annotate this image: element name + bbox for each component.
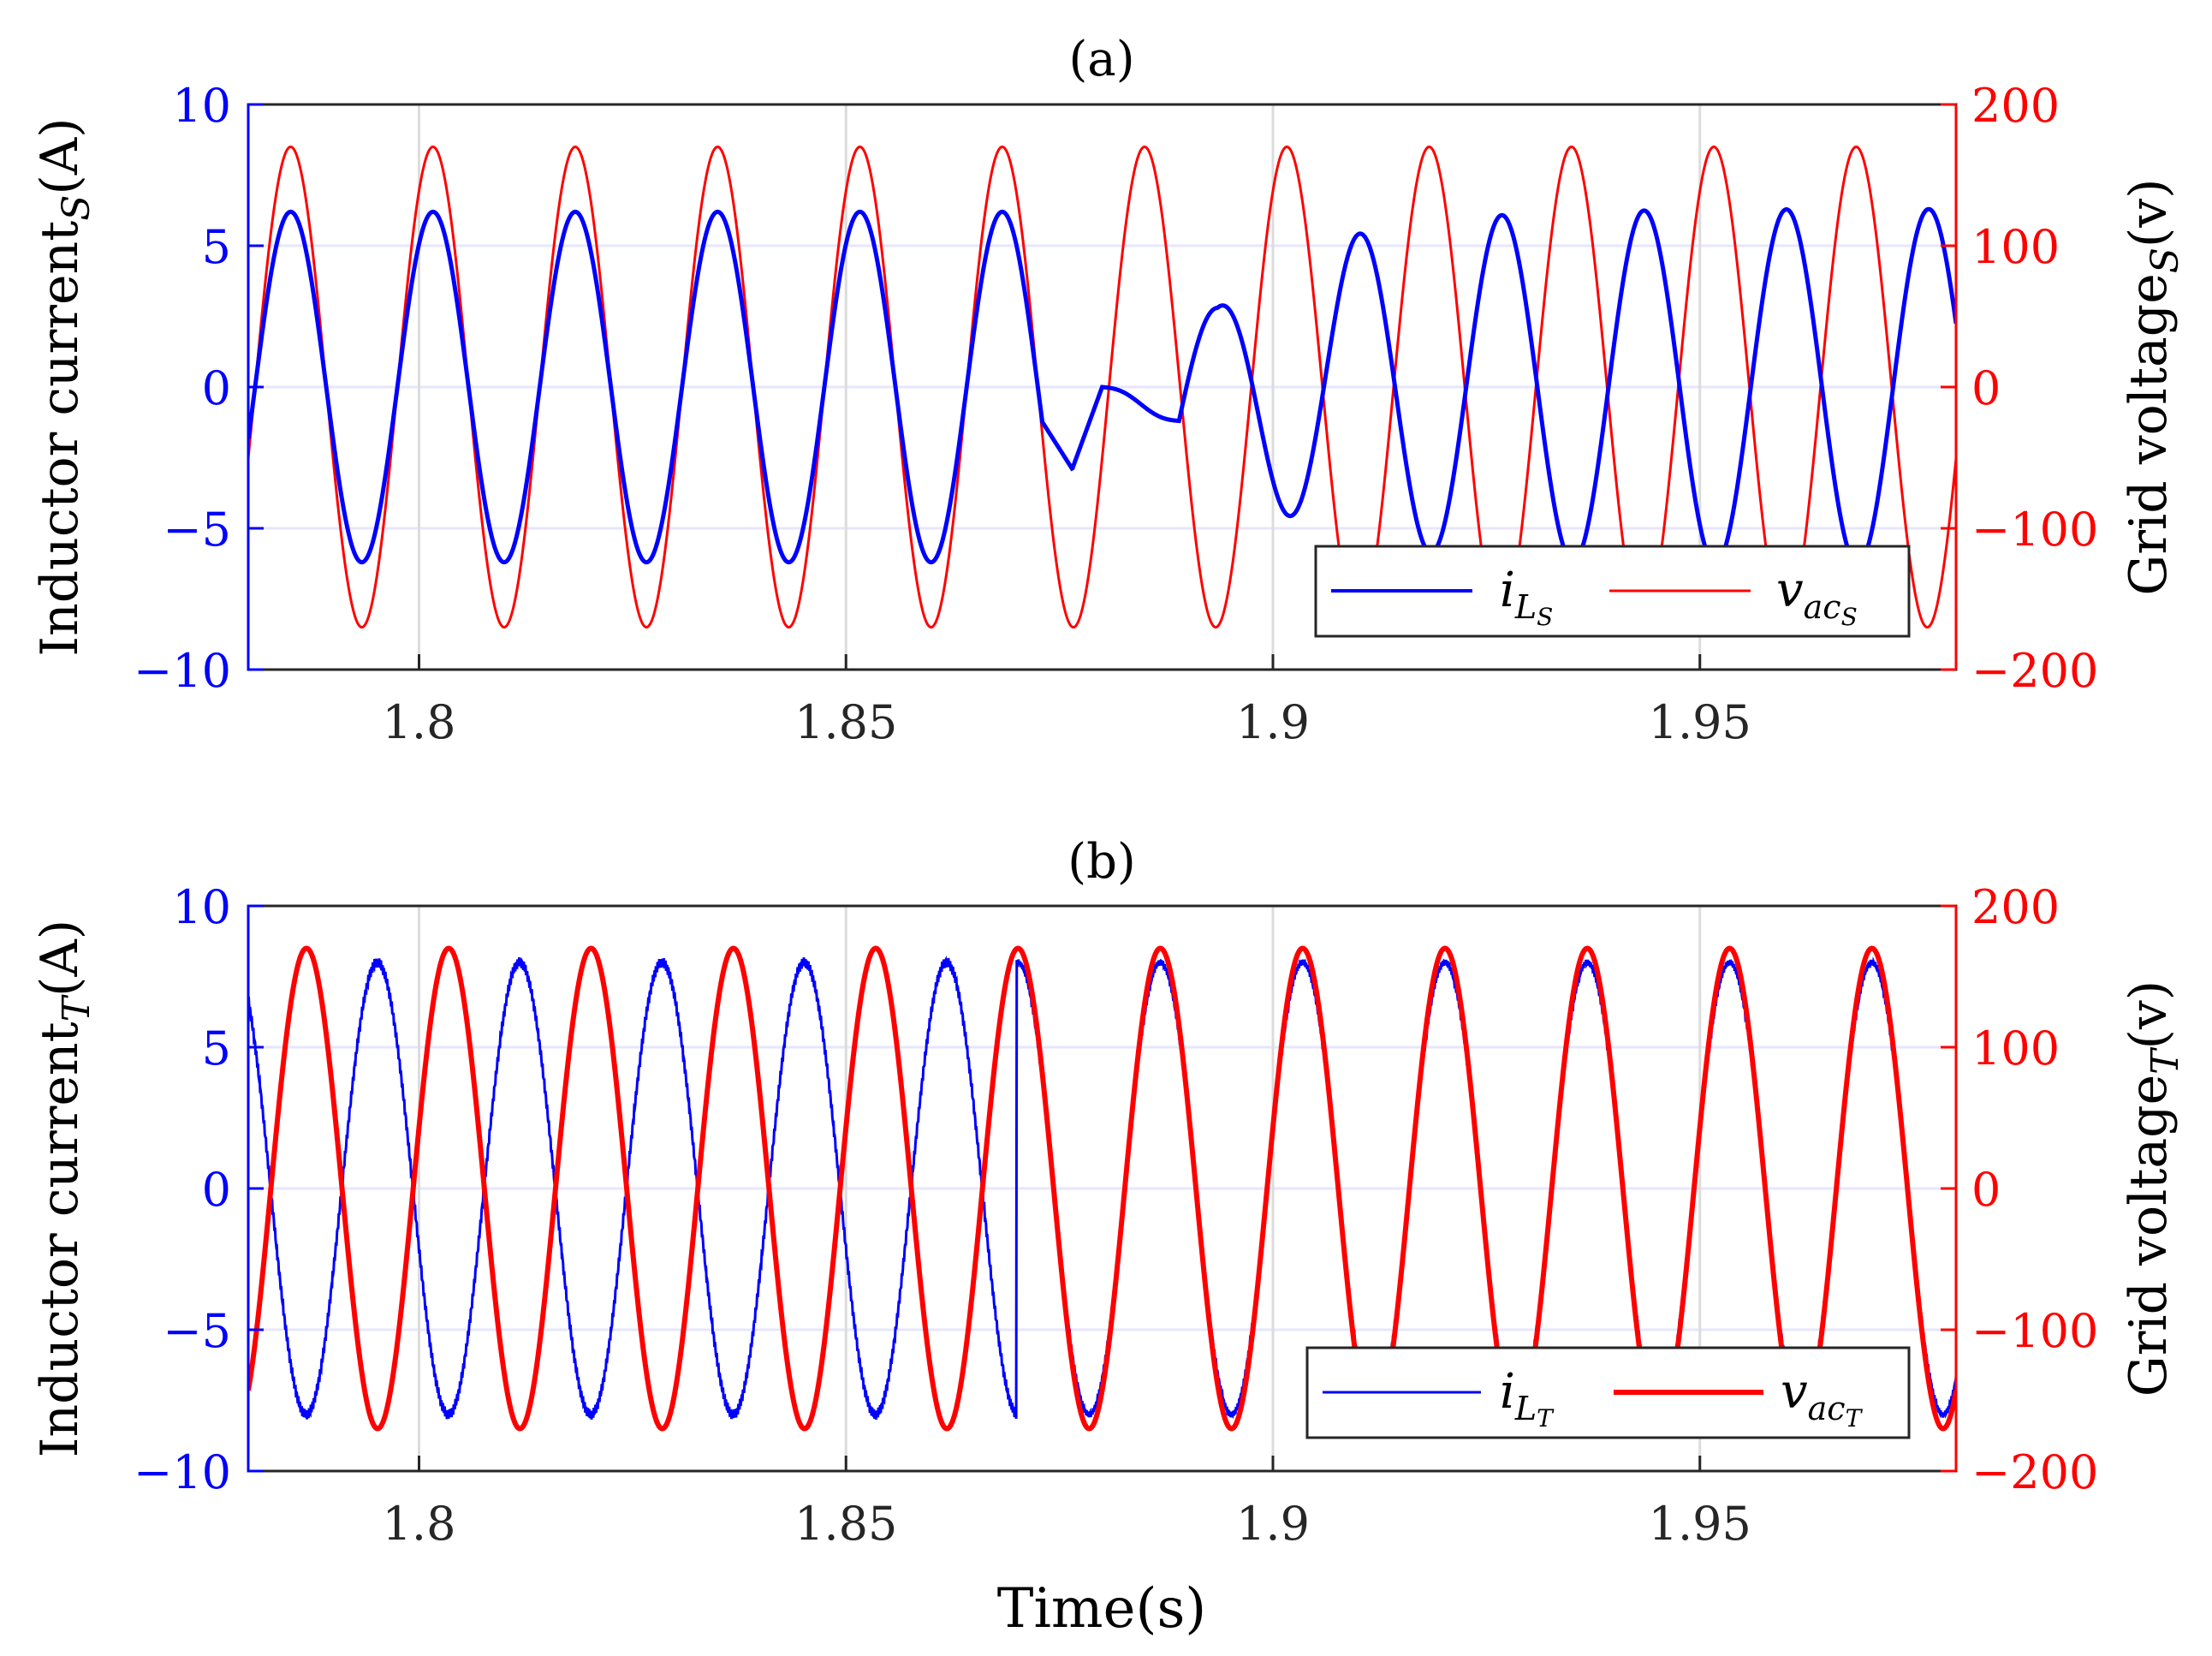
panel-a-x-tick-label-1: 1.85 [794,695,897,749]
panel-a-x-tick-label-0: 1.8 [383,695,456,749]
panel-a-right-tick-label-2: 0 [1971,361,2001,415]
panel-a-left-ylabel-text: Inductor current [30,221,90,657]
panel-b-right-ylabel-unit: (v) [2119,980,2179,1050]
panel-b-right-ylabel: Grid voltageT(v) [2119,980,2187,1397]
panel-b-right-tick-label-2: 0 [1971,1163,2001,1217]
panel-b-left-ylabel-unit: (A) [30,920,90,997]
panel-a-left-ylabel: Inductor currentS(A) [30,117,98,656]
panel-a-left-ylabel-unit: (A) [30,117,90,194]
panel-b-right-ylabel-sub: T [2144,1046,2187,1075]
panel-b-left-tick-label-1: 5 [202,1022,231,1075]
panel-b-x-tick-label-0: 1.8 [383,1497,456,1551]
panel-a-left-ylabel-sub: S [55,195,98,221]
panel-b-legend: iLT vacT [1305,1346,1911,1439]
panel-b-ticks: 10 5 0 −5 −10 1.8 1.85 1.9 1.95 200 100 0 −100 −200 [134,880,2098,1551]
panel-a-current-line [248,206,1956,568]
panel-b-left-tick-label-4: −10 [134,1445,231,1499]
panel-a-right-tick-label-1: 100 [1971,220,2060,274]
panel-a-right-ylabel-sub: S [2144,247,2187,273]
panel-b-right-tick-label-0: 200 [1971,880,2060,934]
panel-a-left-tick-label-2: 0 [202,361,231,415]
panel-b-left-ylabel-text: Inductor current [30,1022,90,1457]
panel-a-left-tick-label-4: −10 [134,644,231,698]
panel-b-right-tick-label-1: 100 [1971,1022,2060,1075]
panel-b-left-tick-label-0: 10 [172,880,231,934]
panel-a-left-tick-label-3: −5 [163,503,231,557]
panel-b-x-tick-label-1: 1.85 [794,1497,897,1551]
panel-a-right-ylabel: Grid voltageS(v) [2119,178,2187,595]
panel-a-voltage-line [248,146,1956,628]
panel-a-legend: iLS vacS [1314,545,1911,638]
panel-b-right-tick-label-4: −200 [1971,1445,2098,1499]
panel-b: 10 5 0 −5 −10 1.8 1.85 1.9 1.95 200 100 0 −100 −200 (… [30,834,2187,1551]
panel-a-left-tick-label-0: 10 [172,79,231,133]
panel-a-series [248,146,1956,628]
panel-b-left-ylabel-sub: T [55,993,98,1022]
panel-a-right-ylabel-unit: (v) [2119,178,2179,247]
panel-a-left-tick-label-1: 5 [202,220,231,274]
panel-b-left-ylabel: Inductor currentT(A) [30,920,98,1457]
panel-a-x-tick-label-2: 1.9 [1236,695,1310,749]
panel-a-right-tick-label-0: 200 [1971,79,2060,133]
panel-b-left-tick-label-3: −5 [163,1304,231,1358]
panel-b-right-tick-label-3: −100 [1971,1304,2098,1358]
panel-b-x-tick-label-2: 1.9 [1236,1497,1310,1551]
panel-b-left-tick-label-2: 0 [202,1163,231,1217]
panel-b-x-tick-label-3: 1.95 [1649,1497,1751,1551]
panel-b-gridlines [248,906,1956,1471]
panel-b-right-ylabel-text: Grid voltage [2119,1075,2179,1397]
panel-a-x-tick-label-3: 1.95 [1649,695,1751,749]
x-axis-label: Time(s) [997,1577,1207,1641]
panel-b-title: (b) [1067,834,1136,890]
panel-a: 10 5 0 −5 −10 1.8 1.85 1.9 1.95 200 100 0 −100 −200 (… [30,32,2187,749]
panel-a-right-tick-label-4: −200 [1971,644,2098,698]
panel-a-right-tick-label-3: −100 [1971,503,2098,557]
panel-a-right-ylabel-text: Grid voltage [2119,273,2179,595]
panel-a-title: (a) [1068,32,1134,87]
panel-a-ticks: 10 5 0 −5 −10 1.8 1.85 1.9 1.95 200 100 0 −100 −200 [134,79,2098,749]
